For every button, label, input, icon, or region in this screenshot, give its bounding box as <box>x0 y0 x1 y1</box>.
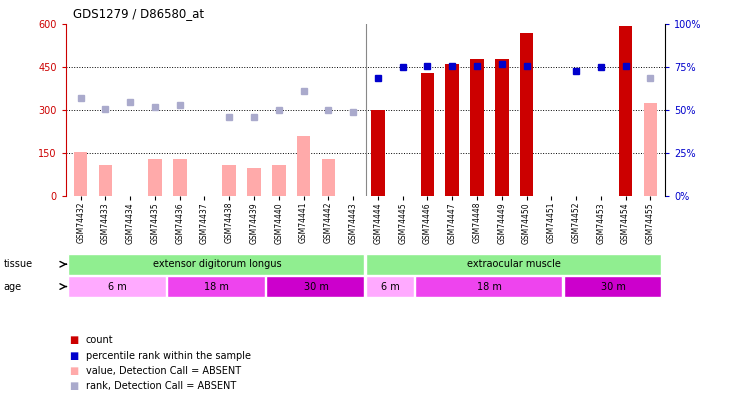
Bar <box>222 165 236 196</box>
Bar <box>415 276 562 297</box>
Text: 6 m: 6 m <box>381 281 400 292</box>
Bar <box>68 254 364 275</box>
Text: value, Detection Call = ABSENT: value, Detection Call = ABSENT <box>86 366 240 376</box>
Bar <box>366 276 414 297</box>
Text: rank, Detection Call = ABSENT: rank, Detection Call = ABSENT <box>86 382 236 391</box>
Bar <box>618 26 632 196</box>
Bar <box>520 33 534 196</box>
Bar <box>99 165 113 196</box>
Bar <box>322 159 335 196</box>
Bar <box>167 276 265 297</box>
Text: 18 m: 18 m <box>477 281 501 292</box>
Bar <box>366 254 662 275</box>
Text: count: count <box>86 335 113 345</box>
Bar <box>272 165 286 196</box>
Text: 30 m: 30 m <box>601 281 626 292</box>
Bar <box>371 110 385 196</box>
Text: extensor digitorum longus: extensor digitorum longus <box>153 259 281 269</box>
Text: percentile rank within the sample: percentile rank within the sample <box>86 351 251 360</box>
Text: 18 m: 18 m <box>205 281 230 292</box>
Text: 30 m: 30 m <box>303 281 328 292</box>
Bar <box>266 276 364 297</box>
Text: ■: ■ <box>69 351 79 360</box>
Bar <box>643 103 657 196</box>
Bar <box>68 276 166 297</box>
Text: age: age <box>4 281 22 292</box>
Text: ■: ■ <box>69 366 79 376</box>
Bar <box>297 136 311 196</box>
Bar <box>247 168 261 196</box>
Bar <box>148 159 162 196</box>
Text: tissue: tissue <box>4 259 33 269</box>
Text: extraocular muscle: extraocular muscle <box>467 259 561 269</box>
Bar <box>173 159 186 196</box>
Text: 6 m: 6 m <box>108 281 127 292</box>
Bar <box>74 152 88 196</box>
Text: GDS1279 / D86580_at: GDS1279 / D86580_at <box>73 7 204 20</box>
Bar <box>470 59 484 196</box>
Text: ■: ■ <box>69 335 79 345</box>
Bar <box>564 276 662 297</box>
Bar <box>420 73 434 196</box>
Bar <box>445 64 459 196</box>
Bar <box>495 59 509 196</box>
Text: ■: ■ <box>69 382 79 391</box>
